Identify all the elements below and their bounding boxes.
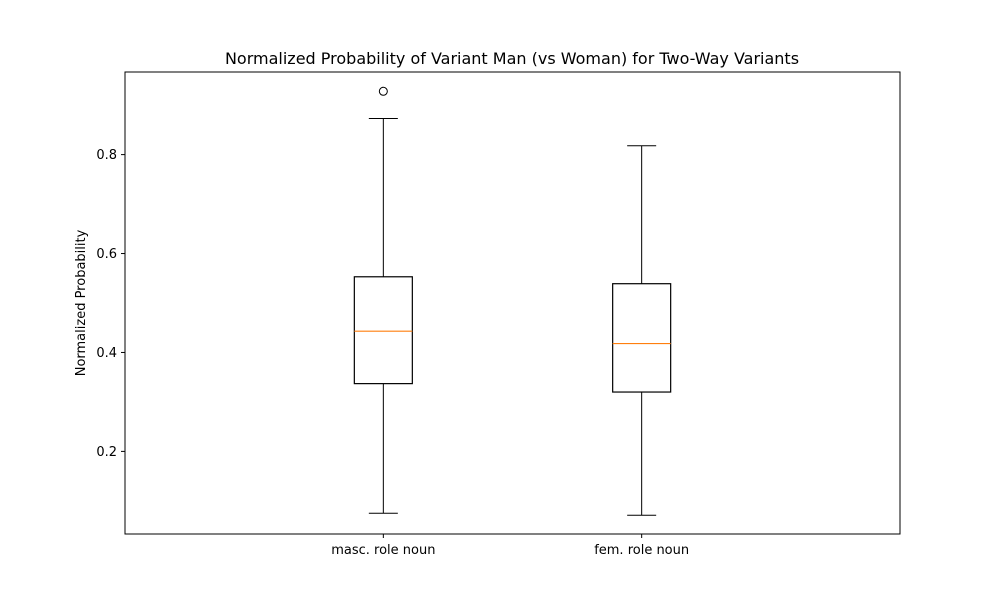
x-tick-label: fem. role noun [594,543,689,558]
y-tick-label: 0.6 [96,247,117,262]
y-tick-label: 0.2 [96,445,117,460]
y-axis-ticks: 0.2 0.4 0.6 0.8 [96,148,125,460]
plot-area-frame [124,71,901,535]
y-tick-label: 0.8 [96,148,117,163]
y-axis-label: Normalized Probability [74,229,89,376]
box-masc [353,86,413,514]
x-tick-label: masc. role noun [331,543,435,558]
interquartile-box [612,283,672,393]
box-series [353,86,672,516]
chart-title: Normalized Probability of Variant Man (v… [225,49,799,68]
interquartile-box [353,276,413,385]
outlier-point [378,86,388,96]
y-tick-label: 0.4 [96,346,117,361]
box-fem [612,145,672,516]
x-axis-ticks: masc. role noun fem. role noun [331,534,689,558]
